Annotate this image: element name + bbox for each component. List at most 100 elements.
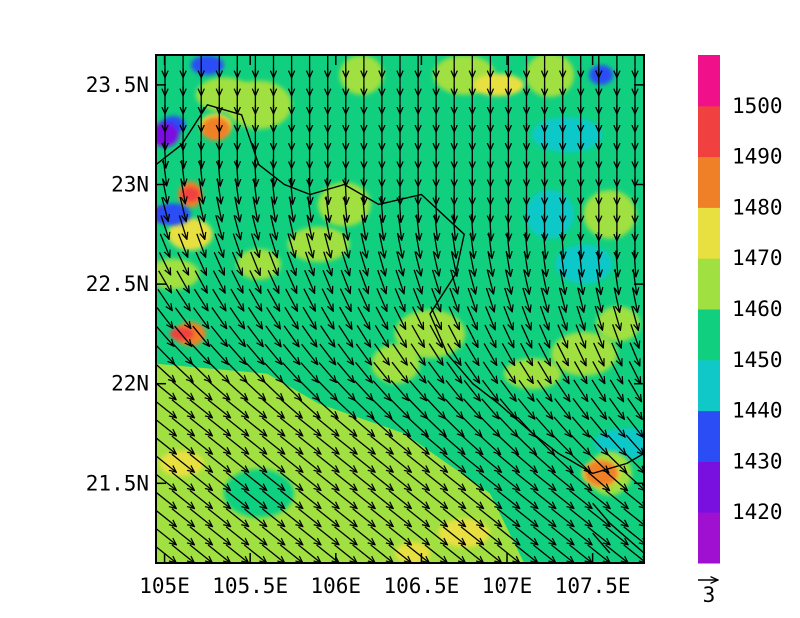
- wind-vector: [587, 489, 611, 509]
- wind-vector: [250, 251, 260, 275]
- wind-vector: [514, 526, 538, 545]
- wind-vector: [322, 269, 333, 293]
- wind-vector: [243, 435, 267, 454]
- field-patch-10: [472, 73, 525, 97]
- wind-vector: [156, 418, 177, 436]
- wind-vector: [428, 343, 443, 366]
- colorbar-swatch-7: [698, 156, 720, 208]
- wind-vector: [388, 471, 412, 490]
- wind-vector: [189, 399, 213, 418]
- wind-vector: [520, 324, 531, 348]
- wind-vector: [605, 544, 629, 563]
- wind-vector: [373, 361, 390, 382]
- wind-vector: [211, 307, 227, 329]
- wind-vector: [261, 471, 285, 490]
- y-tick-label-2: 22.5N: [86, 272, 149, 296]
- wind-vector: [207, 508, 231, 527]
- wind-vector: [337, 343, 353, 365]
- wind-vector: [352, 508, 376, 527]
- wind-vector: [443, 416, 464, 436]
- y-tick-label-0: 21.5N: [86, 471, 149, 495]
- wind-vector: [427, 380, 445, 401]
- wind-vector: [261, 453, 285, 472]
- colorbar-swatch-0: [698, 512, 720, 564]
- wind-vector: [430, 306, 442, 330]
- wind-vector: [393, 306, 405, 330]
- wind-vector: [171, 471, 195, 490]
- wind-vector: [499, 398, 517, 419]
- wind-vector: [408, 398, 428, 419]
- wind-vector: [388, 489, 412, 509]
- wind-vector: [334, 453, 358, 472]
- wind-vector: [189, 526, 213, 545]
- wind-vector: [478, 526, 502, 545]
- wind-vector: [189, 435, 213, 454]
- wind-vector: [193, 288, 208, 311]
- wind-vector: [424, 471, 448, 490]
- wind-vector: [553, 416, 572, 437]
- wind-vector: [407, 417, 428, 437]
- wind-vector: [207, 435, 231, 454]
- wind-vector: [478, 453, 501, 472]
- wind-vector: [442, 489, 466, 509]
- wind-vector: [160, 215, 169, 240]
- wind-vector: [261, 417, 285, 436]
- wind-vector: [175, 288, 190, 310]
- wind-vector: [460, 526, 484, 545]
- wind-vector: [554, 379, 570, 401]
- wind-vector: [190, 362, 211, 382]
- field-patch-13: [225, 80, 292, 130]
- wind-vector: [245, 362, 265, 382]
- wind-vector: [394, 288, 405, 311]
- wind-vector: [243, 471, 267, 490]
- wind-vector: [283, 325, 299, 347]
- wind-vector: [628, 361, 640, 383]
- wind-vector: [522, 287, 530, 312]
- wind-vector: [225, 399, 248, 418]
- wind-vector: [297, 453, 321, 472]
- wind-vector: [303, 288, 315, 311]
- wind-vector: [447, 324, 460, 347]
- wind-vector: [193, 307, 209, 329]
- wind-vector: [189, 471, 213, 490]
- wind-vector: [406, 489, 430, 509]
- wind-vector: [519, 361, 533, 384]
- wind-vector: [209, 362, 230, 382]
- wind-vector: [214, 233, 224, 258]
- vector-reference-key: 3: [698, 580, 718, 607]
- wind-vector: [388, 453, 412, 472]
- wind-vector: [442, 453, 466, 472]
- wind-vector: [431, 287, 441, 311]
- wind-vector: [317, 380, 337, 401]
- wind-vector: [279, 508, 303, 527]
- wind-vector: [323, 251, 332, 276]
- wind-vector: [279, 435, 303, 454]
- wind-vector: [481, 379, 499, 401]
- wind-vector: [263, 362, 282, 383]
- wind-vector: [463, 398, 482, 419]
- field-patch-8: [583, 190, 637, 239]
- colorbar-swatch-2: [698, 410, 720, 462]
- wind-vector: [442, 471, 466, 490]
- wind-vector: [521, 306, 531, 330]
- wind-vector: [591, 379, 606, 402]
- wind-vector: [282, 343, 300, 364]
- wind-vector: [243, 453, 267, 472]
- wind-vector: [171, 489, 195, 509]
- wind-vector: [607, 434, 626, 455]
- wind-vector: [230, 288, 244, 311]
- wind-vector: [501, 342, 514, 365]
- wind-vector: [460, 489, 484, 509]
- wind-vector: [467, 287, 476, 312]
- wind-vector: [207, 489, 231, 509]
- wind-vector: [225, 435, 249, 454]
- wind-vector: [316, 453, 340, 472]
- wind-vector: [538, 342, 551, 365]
- wind-vector: [424, 544, 448, 563]
- border-line-2: [592, 532, 611, 554]
- wind-vector: [558, 305, 567, 330]
- field-patch-19: [555, 244, 613, 284]
- wind-vector: [321, 288, 333, 312]
- wind-vector: [534, 435, 554, 455]
- wind-vector: [207, 417, 231, 436]
